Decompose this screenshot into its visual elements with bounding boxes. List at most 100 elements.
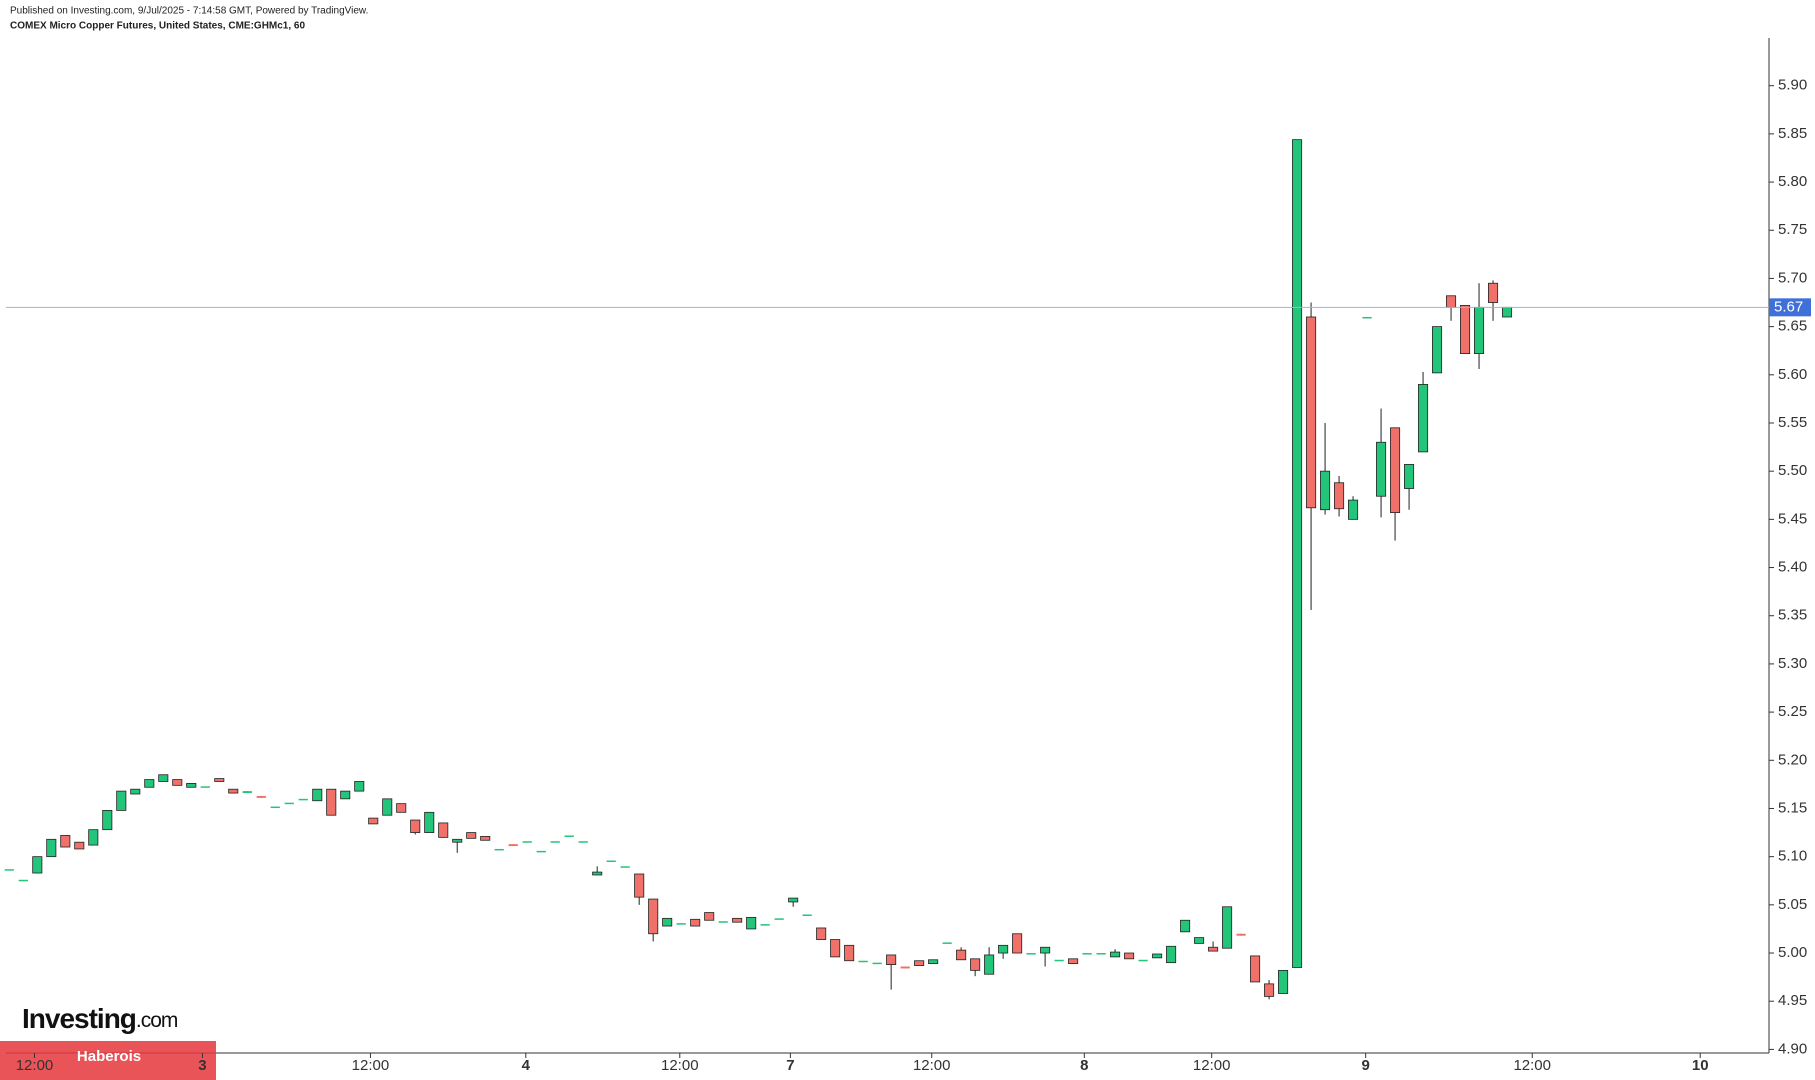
candle-body xyxy=(662,917,673,927)
x-tick-label: 3 xyxy=(198,1057,206,1074)
logo: Investing.com xyxy=(22,1003,178,1034)
y-tick-label: 5.25 xyxy=(1778,703,1807,720)
candle-body xyxy=(1488,282,1499,303)
candle-body xyxy=(634,873,645,898)
y-tick-label: 5.40 xyxy=(1778,559,1807,576)
candle-body xyxy=(1278,969,1289,994)
logo-name: Investing xyxy=(22,1003,136,1034)
x-tick-label: 12:00 xyxy=(352,1057,390,1074)
candle-body xyxy=(1012,933,1023,954)
candle-body xyxy=(1152,953,1163,959)
last-price-label: 5.67 xyxy=(1774,298,1803,315)
watermark-box xyxy=(0,1041,216,1080)
candle-body xyxy=(494,848,504,851)
candle-body xyxy=(550,841,560,843)
candle-body xyxy=(704,912,715,921)
candle-body xyxy=(1306,316,1317,509)
x-tick-label: 8 xyxy=(1080,1057,1088,1074)
candle-body xyxy=(74,841,85,850)
candle-body xyxy=(172,779,183,786)
candle-body xyxy=(424,811,435,833)
candle-body xyxy=(620,866,630,868)
y-tick-label: 5.45 xyxy=(1778,510,1807,527)
candle-body xyxy=(1208,946,1219,952)
candle-body xyxy=(844,944,855,962)
y-tick-label: 5.80 xyxy=(1778,173,1807,190)
candle-body xyxy=(410,819,421,833)
y-tick-label: 4.90 xyxy=(1778,1040,1807,1057)
y-tick-label: 5.00 xyxy=(1778,944,1807,961)
candle-body xyxy=(718,921,728,923)
candle-body xyxy=(984,954,995,975)
candle-body xyxy=(774,918,784,920)
y-tick-label: 5.20 xyxy=(1778,751,1807,768)
instrument-title: COMEX Micro Copper Futures, United State… xyxy=(10,21,305,32)
candle-body xyxy=(970,958,981,971)
candle-body xyxy=(158,774,169,782)
candle-body xyxy=(746,916,757,930)
candle-body xyxy=(942,942,952,944)
candle-body xyxy=(928,959,939,965)
y-tick-label: 5.90 xyxy=(1778,77,1807,94)
candle-body xyxy=(886,954,897,965)
candle-body xyxy=(326,788,337,816)
candle-body xyxy=(606,860,616,863)
candle-body xyxy=(1194,937,1205,944)
y-tick-label: 4.95 xyxy=(1778,992,1807,1009)
candle-body xyxy=(186,783,197,788)
candle-body xyxy=(1068,958,1079,965)
candle-body xyxy=(998,944,1009,954)
candle-body xyxy=(1138,959,1148,962)
candle-body xyxy=(1082,953,1092,955)
candle-body xyxy=(830,939,841,958)
candle-body xyxy=(1376,441,1387,497)
candle-body xyxy=(564,835,574,837)
candle-body xyxy=(522,841,532,843)
candle-body xyxy=(1334,482,1345,510)
candle-body xyxy=(4,869,14,871)
candle-body xyxy=(340,790,351,800)
y-tick-label: 5.65 xyxy=(1778,318,1807,335)
plot-area xyxy=(4,139,1513,1000)
candle-body xyxy=(354,781,365,792)
candle-body xyxy=(102,809,113,831)
candle-body xyxy=(760,924,770,926)
candle-body xyxy=(228,788,239,794)
candle-body xyxy=(382,798,393,816)
candle-body xyxy=(1096,953,1106,955)
candle-body xyxy=(508,844,518,847)
candle-body xyxy=(732,917,743,923)
candle-body xyxy=(144,779,155,788)
candle-body xyxy=(676,923,686,925)
candle-body xyxy=(1474,306,1485,354)
candle-body xyxy=(1460,305,1471,354)
candle-body xyxy=(1166,945,1177,964)
candle-body xyxy=(1390,427,1401,514)
y-tick-label: 5.75 xyxy=(1778,221,1807,238)
y-tick-label: 5.70 xyxy=(1778,269,1807,286)
candle-body xyxy=(452,838,463,843)
y-tick-label: 5.35 xyxy=(1778,607,1807,624)
candle-body xyxy=(802,914,812,916)
candle-body xyxy=(368,817,379,825)
candle-body xyxy=(270,806,280,809)
y-tick-label: 5.30 xyxy=(1778,655,1807,672)
candle-body xyxy=(1292,139,1303,968)
y-tick-label: 5.85 xyxy=(1778,125,1807,142)
y-tick-label: 5.50 xyxy=(1778,462,1807,479)
x-tick-label: 7 xyxy=(786,1057,794,1074)
candle-body xyxy=(242,791,252,794)
candle-body xyxy=(396,803,407,813)
watermark: Haberois xyxy=(77,1048,141,1065)
candle-body xyxy=(18,879,28,882)
candle-body xyxy=(284,802,294,805)
candle-body xyxy=(200,786,210,788)
candle-body xyxy=(648,898,659,935)
x-tick-label: 12:00 xyxy=(661,1057,699,1074)
x-tick-label: 12:00 xyxy=(913,1057,951,1074)
x-tick-label: 12:00 xyxy=(1513,1057,1551,1074)
candle-body xyxy=(1054,959,1064,962)
candle-body xyxy=(1264,983,1275,997)
